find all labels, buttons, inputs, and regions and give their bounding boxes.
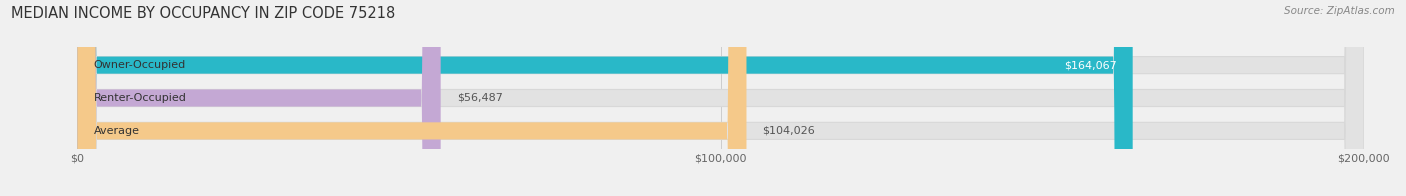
Text: $56,487: $56,487 xyxy=(457,93,502,103)
Text: Owner-Occupied: Owner-Occupied xyxy=(93,60,186,70)
Text: Source: ZipAtlas.com: Source: ZipAtlas.com xyxy=(1284,6,1395,16)
Text: $164,067: $164,067 xyxy=(1064,60,1116,70)
Text: MEDIAN INCOME BY OCCUPANCY IN ZIP CODE 75218: MEDIAN INCOME BY OCCUPANCY IN ZIP CODE 7… xyxy=(11,6,395,21)
FancyBboxPatch shape xyxy=(77,0,1364,196)
Text: Renter-Occupied: Renter-Occupied xyxy=(93,93,186,103)
Text: Average: Average xyxy=(93,126,139,136)
FancyBboxPatch shape xyxy=(77,0,1364,196)
Text: $104,026: $104,026 xyxy=(762,126,815,136)
FancyBboxPatch shape xyxy=(77,0,747,196)
FancyBboxPatch shape xyxy=(77,0,440,196)
FancyBboxPatch shape xyxy=(77,0,1133,196)
FancyBboxPatch shape xyxy=(77,0,1364,196)
